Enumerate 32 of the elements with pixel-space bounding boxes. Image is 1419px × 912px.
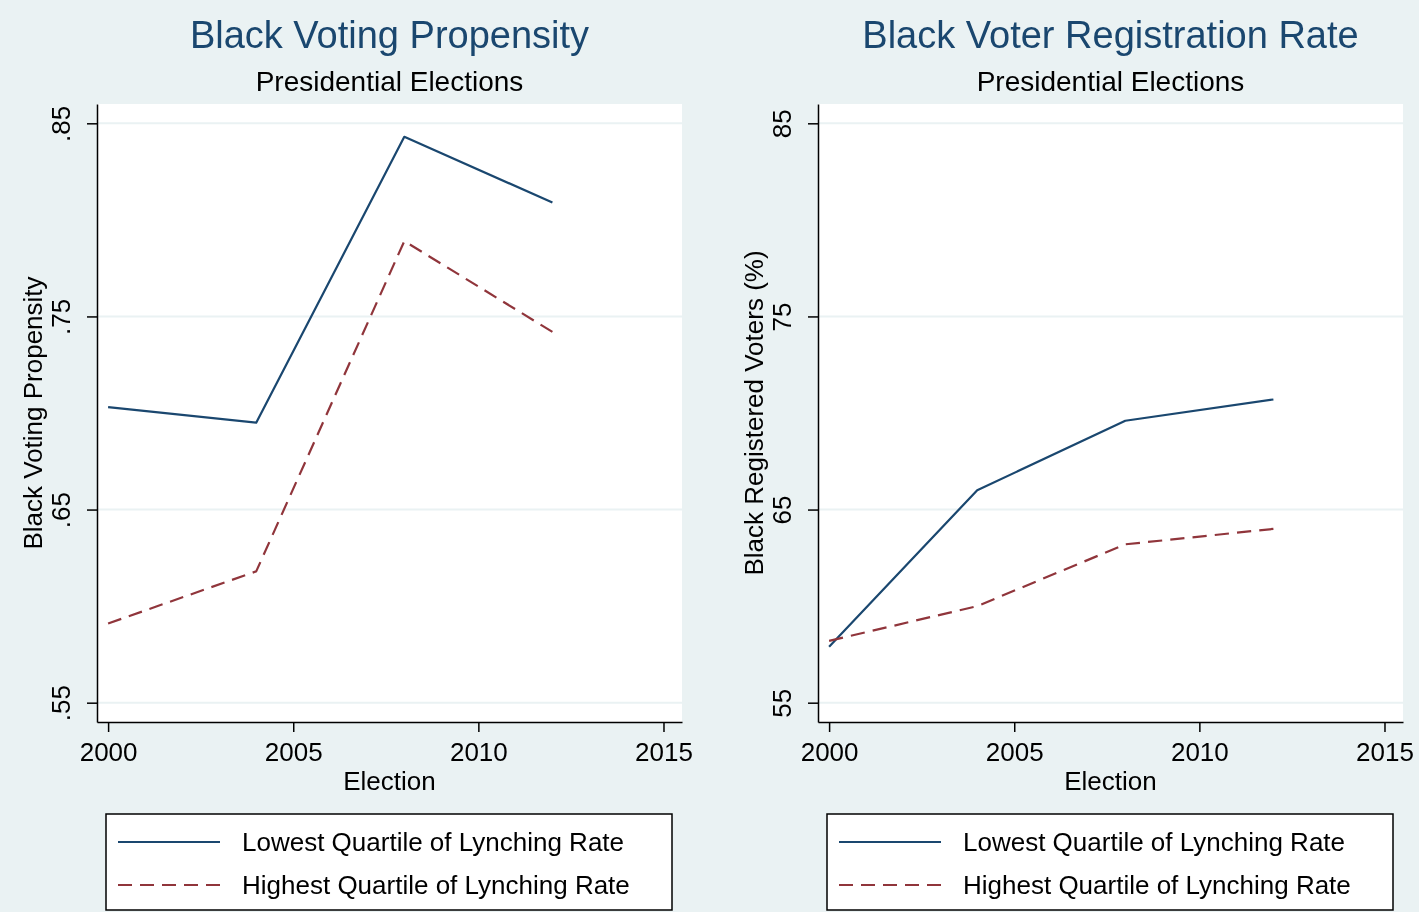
legend-label: Lowest Quartile of Lynching Rate [963, 827, 1346, 857]
x-tick-label: 2000 [800, 737, 859, 767]
y-tick-label: .85 [46, 105, 76, 142]
y-axis-title: Black Voting Propensity [18, 276, 48, 550]
legend-label: Highest Quartile of Lynching Rate [963, 870, 1351, 900]
x-axis-title: Election [1064, 766, 1157, 796]
x-tick-label: 2015 [1356, 737, 1414, 767]
x-tick-label: 2000 [79, 737, 138, 767]
legend-label: Highest Quartile of Lynching Rate [242, 870, 630, 900]
x-tick-label: 2015 [635, 737, 693, 767]
line-series [828, 398, 1275, 648]
y-tick-label: .65 [46, 491, 76, 529]
y-tick-label: 85 [767, 109, 797, 139]
x-tick-label: 2005 [985, 737, 1044, 767]
chart-subtitle: Presidential Elections [976, 66, 1245, 97]
y-tick-label: .75 [46, 298, 76, 336]
line-series [107, 135, 554, 424]
x-tick-label: 2005 [264, 737, 323, 767]
y-tick-label: 75 [767, 302, 797, 332]
x-tick-label: 2010 [449, 737, 508, 767]
chart-subtitle: Presidential Elections [255, 66, 524, 97]
y-tick-label: 55 [767, 688, 797, 718]
y-tick-label: .55 [46, 685, 76, 722]
chart-title: Black Voter Registration Rate [862, 14, 1359, 56]
line-series [828, 527, 1275, 642]
line-series [107, 240, 554, 625]
chart-title: Black Voting Propensity [189, 14, 590, 56]
legend-label: Lowest Quartile of Lynching Rate [242, 827, 625, 857]
y-axis-title: Black Registered Voters (%) [739, 250, 769, 576]
y-tick-label: 65 [767, 495, 797, 525]
x-axis-title: Election [343, 766, 436, 796]
x-tick-label: 2010 [1170, 737, 1229, 767]
